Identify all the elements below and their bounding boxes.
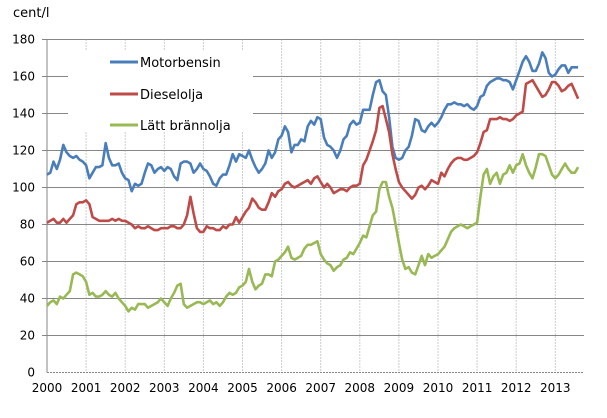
series-lines xyxy=(46,51,580,313)
x-tick-label: 2007 xyxy=(305,381,336,395)
x-tick-label: 2005 xyxy=(227,381,258,395)
x-tick-label: 2000 xyxy=(32,381,63,395)
x-tick-label: 2010 xyxy=(423,381,454,395)
x-tick-label: 2011 xyxy=(462,381,493,395)
legend-label-motorbensin: Motorbensin xyxy=(140,56,221,71)
legend-label-dieselolja: Dieselolja xyxy=(140,88,203,103)
x-tick-labels: 2000 2001 2002 2003 2004 2005 2006 2007 2008 2009… xyxy=(32,381,571,395)
y-tick-label: 160 xyxy=(12,70,35,84)
x-tick-label: 2013 xyxy=(540,381,571,395)
y-tick-label: 140 xyxy=(12,107,35,121)
y-tick-label: 120 xyxy=(12,144,35,158)
series-line-dieselolja xyxy=(46,78,580,234)
y-tick-label: 60 xyxy=(20,255,35,269)
x-tick-label: 2003 xyxy=(149,381,180,395)
y-axis-unit-label: cent/l xyxy=(13,6,49,21)
y-tick-labels: 0 20 40 60 80 100 120 140 160 180 xyxy=(12,33,35,380)
legend-label-latt-brannolja: Lätt brännolja xyxy=(140,119,231,134)
legend-background xyxy=(68,50,253,132)
x-tick-label: 2001 xyxy=(71,381,102,395)
y-tick-label: 40 xyxy=(20,292,35,306)
y-tick-label: 0 xyxy=(27,366,35,380)
series-line-l-tt-br-nnolja xyxy=(46,152,580,313)
y-tick-label: 20 xyxy=(20,329,35,343)
series-line-motorbensin xyxy=(46,51,579,193)
x-tick-label: 2008 xyxy=(345,381,376,395)
y-tick-label: 80 xyxy=(20,218,35,232)
y-tick-label: 100 xyxy=(12,181,35,195)
x-tick-label: 2012 xyxy=(501,381,532,395)
x-tick-label: 2006 xyxy=(266,381,297,395)
x-tick-label: 2002 xyxy=(110,381,141,395)
y-tick-label: 180 xyxy=(12,33,35,47)
x-tick-label: 2009 xyxy=(384,381,415,395)
x-tick-label: 2004 xyxy=(188,381,219,395)
legend: Motorbensin Dieselolja Lätt brännolja xyxy=(68,50,253,134)
